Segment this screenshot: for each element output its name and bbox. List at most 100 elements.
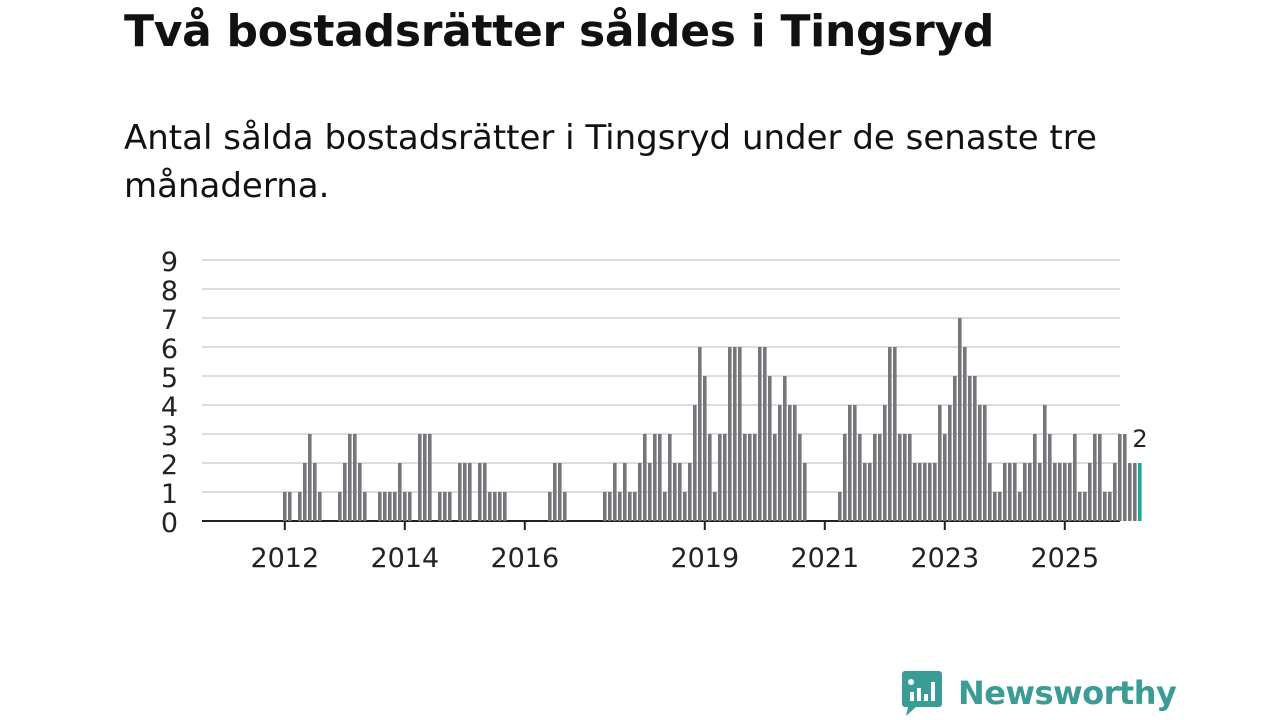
bar (1133, 463, 1137, 521)
bar (1093, 434, 1097, 521)
bar (1123, 434, 1127, 521)
bar (1073, 434, 1077, 521)
bar (733, 347, 737, 521)
y-tick-label: 0 (161, 508, 178, 539)
y-tick-label: 5 (161, 363, 178, 394)
bar (698, 347, 702, 521)
bar (668, 434, 672, 521)
y-tick-label: 8 (161, 276, 178, 307)
bar (1088, 463, 1092, 521)
bar (603, 492, 607, 521)
bar (928, 463, 932, 521)
bar (1008, 463, 1012, 521)
bar (688, 463, 692, 521)
bar (753, 434, 757, 521)
bars (283, 318, 1142, 521)
bar (483, 463, 487, 521)
bar (993, 492, 997, 521)
bar (938, 405, 942, 521)
bar (1028, 463, 1032, 521)
bar (308, 434, 312, 521)
bar (678, 463, 682, 521)
bar (613, 463, 617, 521)
bar (618, 492, 622, 521)
x-tick-label: 2012 (250, 543, 319, 574)
bar (878, 434, 882, 521)
bar (898, 434, 902, 521)
bar (638, 463, 642, 521)
bar (458, 463, 462, 521)
bar (858, 434, 862, 521)
bar (623, 463, 627, 521)
x-tick-label: 2023 (910, 543, 979, 574)
bar (608, 492, 612, 521)
last-value-label: 2 (1132, 425, 1147, 453)
bar (503, 492, 507, 521)
bar (303, 463, 307, 521)
bar (443, 492, 447, 521)
bar (1023, 463, 1027, 521)
bar (313, 463, 317, 521)
bar (683, 492, 687, 521)
x-tick-label: 2025 (1030, 543, 1099, 574)
newsworthy-logo-icon (902, 671, 942, 716)
bar (558, 463, 562, 521)
bar (1018, 492, 1022, 521)
y-tick-label: 1 (161, 479, 178, 510)
y-tick-label: 4 (161, 392, 178, 423)
bar (1033, 434, 1037, 521)
bar (968, 376, 972, 521)
y-tick-label: 7 (161, 305, 178, 336)
bar (718, 434, 722, 521)
bar (1038, 463, 1042, 521)
bar (673, 463, 677, 521)
bar (348, 434, 352, 521)
bar (628, 492, 632, 521)
bar (1053, 463, 1057, 521)
bar (633, 492, 637, 521)
bar (963, 347, 967, 521)
chart-title: Två bostadsrätter såldes i Tingsryd (124, 6, 995, 57)
bar (748, 434, 752, 521)
bar (743, 434, 747, 521)
bar (843, 434, 847, 521)
bar (1098, 434, 1102, 521)
bar (973, 376, 977, 521)
bar (728, 347, 732, 521)
bar (913, 463, 917, 521)
bar (768, 376, 772, 521)
bar (798, 434, 802, 521)
bar (363, 492, 367, 521)
bar (1113, 463, 1117, 521)
bar (463, 463, 467, 521)
bar (778, 405, 782, 521)
bar (643, 434, 647, 521)
bar (343, 463, 347, 521)
bar (563, 492, 567, 521)
bar (908, 434, 912, 521)
bar (338, 492, 342, 521)
bar (758, 347, 762, 521)
bar (708, 434, 712, 521)
annotations: 2 (1132, 425, 1147, 453)
bar (358, 463, 362, 521)
bar (738, 347, 742, 521)
bar (958, 318, 962, 521)
bar (288, 492, 292, 521)
bar (1078, 492, 1082, 521)
bar (788, 405, 792, 521)
bar (873, 434, 877, 521)
bar (703, 376, 707, 521)
bar (468, 463, 472, 521)
bar (983, 405, 987, 521)
bar (948, 405, 952, 521)
bar (428, 434, 432, 521)
bar (488, 492, 492, 521)
bar (773, 434, 777, 521)
x-axis-ticks: 2012 2014 2016 2019 2021 2023 2025 (250, 521, 1099, 574)
bar-latest (1138, 463, 1142, 521)
bar (883, 405, 887, 521)
bar (398, 463, 402, 521)
bar (923, 463, 927, 521)
bar (988, 463, 992, 521)
